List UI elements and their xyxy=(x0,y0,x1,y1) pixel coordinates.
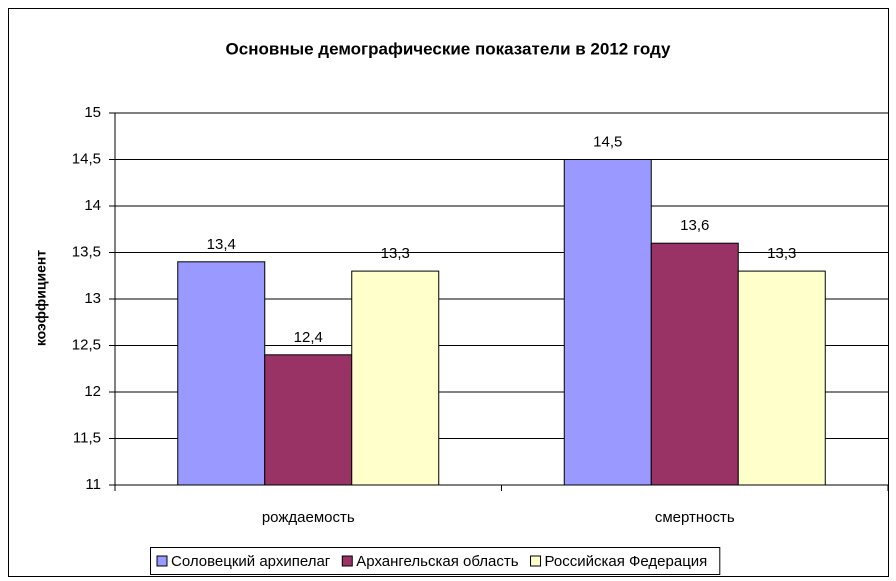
y-tick-label: 12,5 xyxy=(72,336,101,353)
y-tick-label: 13 xyxy=(84,290,101,307)
x-tick-label: рождаемость xyxy=(262,509,355,526)
legend-label: Российская Федерация xyxy=(545,553,708,570)
y-tick-label: 11,5 xyxy=(73,429,101,446)
bar xyxy=(351,270,440,486)
legend-swatch xyxy=(530,555,542,567)
y-tick-label: 14 xyxy=(84,197,101,214)
value-label: 13,6 xyxy=(680,217,709,234)
chart-title: Основные демографические показатели в 20… xyxy=(226,39,671,58)
y-tick-label: 14,5 xyxy=(72,150,101,167)
y-tick-label: 13,5 xyxy=(72,243,101,260)
legend-swatch xyxy=(341,555,353,567)
y-tick-label: 15 xyxy=(84,104,101,121)
value-label: 14,5 xyxy=(593,133,622,150)
y-axis-title: коэффициент xyxy=(33,250,49,346)
legend-swatch xyxy=(156,555,168,567)
bar xyxy=(650,242,739,486)
x-tick-label: смертность xyxy=(655,509,735,526)
bar xyxy=(563,159,652,486)
value-label: 12,4 xyxy=(294,329,323,346)
legend-label: Архангельская область xyxy=(356,553,518,570)
bar xyxy=(264,354,353,486)
y-tick-label: 11 xyxy=(85,476,101,493)
legend-box xyxy=(150,547,721,575)
value-label: 13,3 xyxy=(767,245,796,262)
value-label: 13,3 xyxy=(381,245,410,262)
value-label: 13,4 xyxy=(207,236,236,253)
y-tick-label: 12 xyxy=(84,383,101,400)
bar xyxy=(737,270,826,486)
legend-label: Соловецкий архипелаг xyxy=(171,553,331,570)
bar xyxy=(177,261,266,486)
